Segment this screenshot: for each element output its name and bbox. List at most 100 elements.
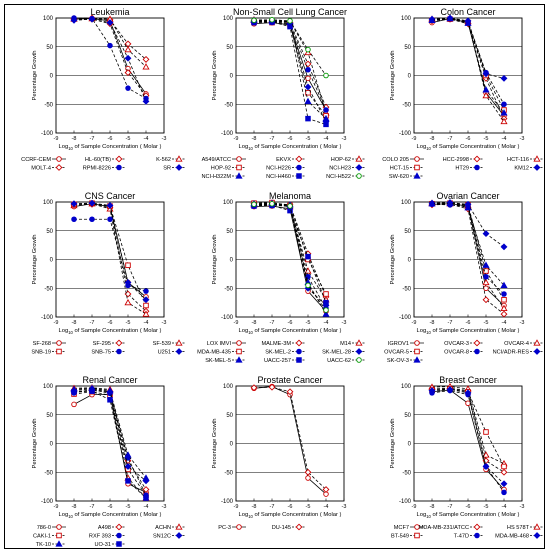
data-point — [323, 307, 329, 313]
legend-marker — [533, 523, 541, 530]
series-line — [73, 18, 147, 102]
legend: LOX IMVI MALME-3M M14 MDA-MB-435 SK-MEL-2 SK-… — [197, 339, 366, 364]
legend-label: HCT-15 — [390, 166, 409, 172]
data-point — [482, 86, 490, 93]
data-point — [500, 117, 508, 125]
series-UO-31 — [71, 388, 149, 501]
legend-label: HT29 — [455, 166, 469, 172]
series-line — [74, 218, 147, 292]
data-point — [482, 230, 490, 238]
series-NCI-H460 — [251, 19, 329, 128]
data-point — [305, 89, 311, 96]
x-axis-label: Log10 of Sample Concentration ( Molar ) — [239, 512, 342, 519]
series-line — [431, 18, 505, 122]
x-axis-label: Log10 of Sample Concentration ( Molar ) — [239, 328, 342, 335]
x-tick-label: -3 — [162, 504, 167, 510]
x-tick-label: -3 — [162, 136, 167, 142]
legend-label: PC-3 — [218, 525, 231, 531]
legend-marker — [55, 540, 63, 547]
data-point — [305, 475, 311, 481]
data-point — [142, 486, 150, 493]
series-line — [253, 203, 327, 309]
y-tick-label: -100 — [399, 131, 412, 137]
legend-marker — [413, 356, 421, 363]
series-line — [253, 19, 327, 113]
legend-label: RPMI-8226 — [83, 166, 111, 172]
legend-label: NCI-H522 — [326, 174, 351, 180]
data-point — [70, 200, 78, 208]
data-point — [88, 199, 96, 207]
panel-title: Melanoma — [269, 191, 311, 201]
series-EKVX — [250, 17, 330, 111]
legend-marker — [56, 524, 62, 530]
legend-label: LOX IMVI — [207, 341, 232, 347]
data-point — [322, 486, 330, 493]
x-tick-label: -8 — [430, 504, 435, 510]
legend-marker — [355, 155, 363, 162]
y-axis-label: Percentage Growth — [32, 419, 38, 469]
y-tick-label: -100 — [221, 315, 234, 321]
legend-marker — [115, 155, 123, 163]
series-PC-3 — [251, 383, 329, 497]
data-point — [322, 114, 330, 122]
x-tick-label: -3 — [162, 320, 167, 326]
y-tick-label: 0 — [230, 74, 234, 80]
legend-marker — [296, 357, 302, 363]
legend-label: UO-31 — [95, 542, 111, 548]
series-SK-OV-3 — [428, 199, 508, 289]
series-BT-549 — [429, 386, 507, 470]
data-point — [323, 299, 329, 306]
x-axis-label: Log10 of Sample Concentration ( Molar ) — [59, 144, 162, 151]
panel-title: Leukemia — [90, 7, 129, 17]
x-tick-label: -7 — [270, 136, 275, 142]
series-line — [431, 18, 505, 111]
x-tick-label: -4 — [502, 136, 507, 142]
series-line — [253, 21, 327, 116]
data-point — [323, 291, 329, 297]
legend-label: A498 — [98, 525, 111, 531]
data-point — [142, 474, 150, 481]
legend-label: U251 — [158, 350, 171, 356]
y-axis-label: Percentage Growth — [390, 419, 396, 469]
data-point — [446, 386, 454, 393]
data-point — [305, 115, 311, 122]
series-line — [431, 386, 505, 464]
y-tick-label: 100 — [401, 384, 412, 390]
series-line — [431, 18, 505, 119]
y-axis-label: Percentage Growth — [390, 51, 396, 101]
legend-marker — [533, 532, 541, 539]
y-tick-label: 50 — [226, 413, 233, 419]
data-point — [501, 291, 507, 297]
legend: MCF7 MDA-MB-231/ATCC HS 578T BT-549 T-47D MDA… — [391, 523, 544, 540]
legend-marker — [295, 339, 303, 347]
data-point — [482, 278, 490, 286]
data-point — [482, 296, 490, 304]
x-tick-label: -5 — [306, 136, 311, 142]
data-point — [71, 401, 77, 408]
legend-label: MOLT-4 — [31, 166, 51, 172]
series-line — [253, 22, 327, 111]
data-point — [305, 75, 311, 82]
series-SR — [70, 15, 150, 105]
legend-marker — [533, 339, 541, 346]
series-line — [431, 18, 505, 114]
legend-marker — [473, 339, 481, 347]
legend-marker — [236, 340, 242, 346]
legend-marker — [533, 348, 541, 355]
legend-marker — [175, 339, 183, 346]
panel-3: Colon Cancer 100 50 0 -50 -100-9 -8 -7 -6 -5 -4 -3 P… — [382, 7, 544, 180]
x-tick-label: -8 — [430, 136, 435, 142]
y-tick-label: -100 — [221, 131, 234, 137]
data-point — [142, 97, 150, 105]
series-MOLT-4 — [70, 15, 150, 100]
legend-marker — [474, 348, 480, 355]
data-point — [124, 279, 132, 286]
legend-label: ACHN — [155, 525, 171, 531]
panel-title: Breast Cancer — [439, 375, 497, 385]
x-tick-label: -7 — [448, 320, 453, 326]
series-SNB-75 — [71, 216, 149, 294]
legend-label: MDA-MB-231/ATCC — [419, 525, 469, 531]
panel-1: Leukemia 100 50 0 -50 -100-9 -8 -7 -6 -5 -4 -3 Perce… — [21, 7, 186, 172]
series-line — [431, 18, 505, 116]
